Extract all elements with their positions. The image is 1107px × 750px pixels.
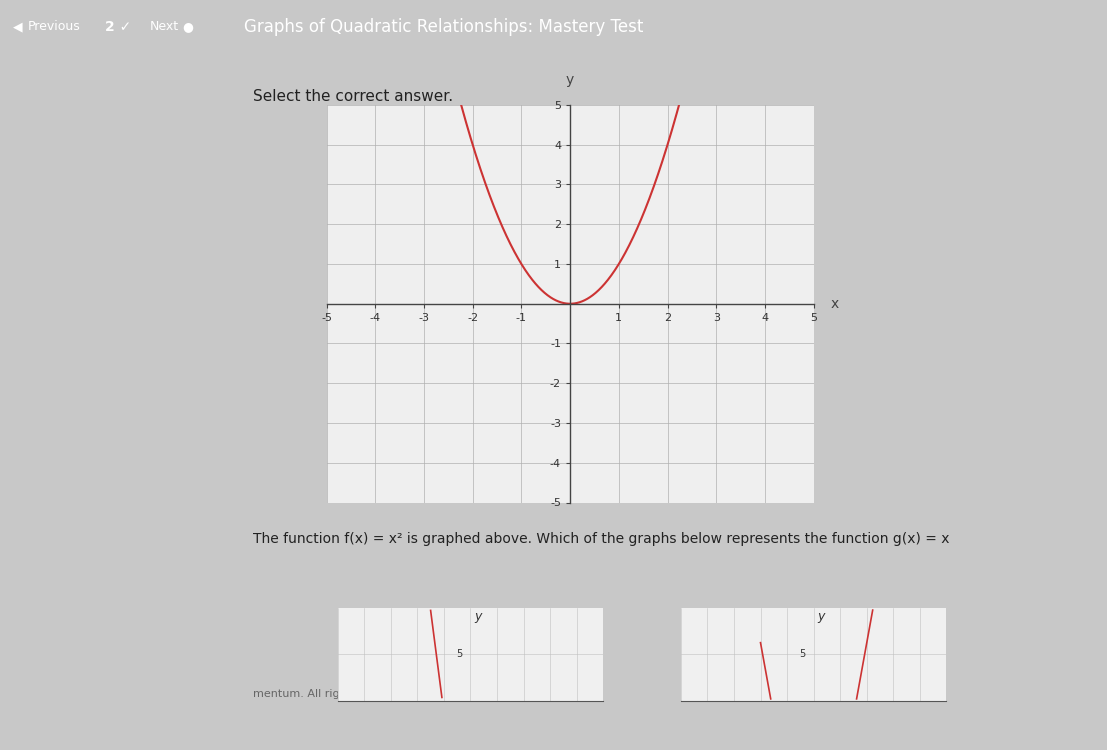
Text: Graphs of Quadratic Relationships: Mastery Test: Graphs of Quadratic Relationships: Maste…: [244, 18, 643, 36]
Text: ◀: ◀: [13, 20, 23, 34]
Text: 5: 5: [799, 650, 806, 659]
Text: x: x: [830, 297, 839, 310]
Text: Select the correct answer.: Select the correct answer.: [252, 89, 453, 104]
Text: Next: Next: [149, 20, 178, 34]
Text: mentum. All rights reserved: mentum. All rights reserved: [252, 688, 408, 698]
Text: 5: 5: [456, 650, 463, 659]
Text: y: y: [818, 610, 825, 622]
Text: 2 ✓: 2 ✓: [105, 20, 132, 34]
Text: y: y: [475, 610, 482, 622]
Text: The function f(x) = x² is graphed above. Which of the graphs below represents th: The function f(x) = x² is graphed above.…: [252, 532, 949, 546]
Text: ●: ●: [183, 20, 194, 34]
Text: y: y: [566, 73, 575, 87]
Text: Previous: Previous: [28, 20, 81, 34]
